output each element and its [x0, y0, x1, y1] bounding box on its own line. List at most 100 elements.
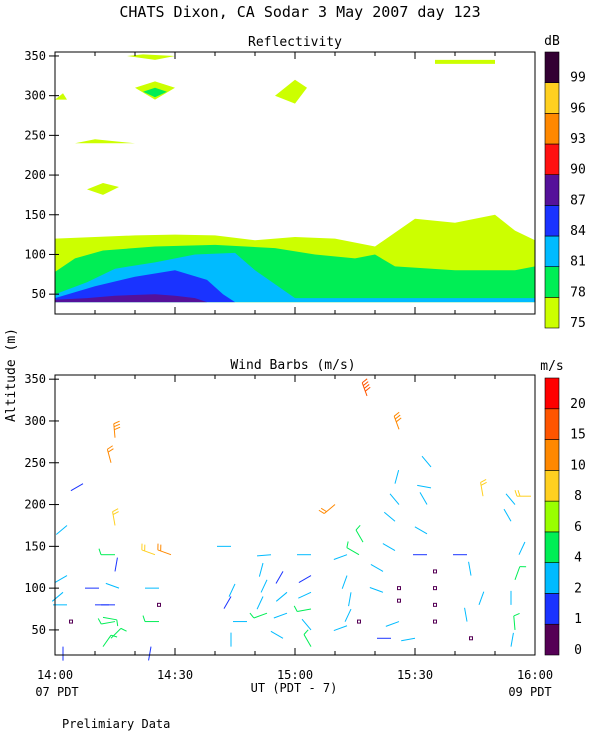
- colorbar-swatch: [544, 235, 560, 267]
- barb-shaft: [275, 591, 288, 602]
- wind-barb: [55, 525, 68, 535]
- colorbar-label: 75: [570, 316, 586, 331]
- colorbar-swatch: [544, 593, 560, 625]
- colorbar-label: 20: [570, 397, 586, 412]
- wind-barb: [357, 619, 361, 624]
- y-tick-label: 150: [24, 208, 46, 222]
- colorbar-swatch: [544, 174, 560, 206]
- footer-end-label: 09 PDT: [508, 685, 551, 699]
- wind-barb: [258, 562, 264, 577]
- wind-barb: [469, 636, 473, 641]
- wind-barb: [370, 563, 384, 572]
- colorbar-label: 99: [570, 71, 586, 86]
- colorbar-swatch: [544, 531, 560, 563]
- barb-shaft: [148, 646, 152, 661]
- barb-shaft: [348, 592, 352, 607]
- wind-barb: [514, 490, 531, 497]
- calm-marker: [397, 586, 401, 591]
- wind-barb: [102, 616, 119, 627]
- wind-barb: [478, 591, 485, 606]
- wind-barb: [141, 543, 156, 556]
- barb-feather: [114, 426, 121, 431]
- wind-barb: [102, 634, 118, 647]
- wind-barb: [114, 557, 118, 572]
- wind-barb: [518, 541, 526, 555]
- barb-shaft: [298, 575, 312, 584]
- wind-barb: [106, 445, 114, 463]
- barb-shaft: [369, 587, 384, 593]
- wind-barb: [97, 618, 116, 625]
- barb-feather: [113, 423, 121, 428]
- barb-shaft: [157, 549, 172, 556]
- colorbar-label: 87: [570, 193, 586, 208]
- barb-shaft: [382, 543, 396, 551]
- y-tick-label: 100: [24, 581, 46, 595]
- calm-marker: [397, 598, 401, 603]
- wind-barb: [275, 591, 288, 602]
- barb-feather: [293, 605, 298, 612]
- barb-shaft: [344, 608, 352, 622]
- wind-barb: [361, 378, 371, 397]
- reflectivity-region-84dB: [55, 270, 235, 303]
- y-tick-label: 300: [24, 414, 46, 428]
- barb-shaft: [394, 470, 400, 484]
- barb-shaft: [417, 484, 432, 489]
- wind-barb: [433, 602, 437, 607]
- barb-shaft: [51, 591, 64, 602]
- barb-feather: [480, 481, 487, 486]
- preliminary-note: Prelimiary Data: [62, 717, 170, 731]
- colorbar-swatch: [544, 408, 560, 440]
- colorbar-swatch: [544, 82, 560, 114]
- barb-shaft: [346, 547, 360, 556]
- barb-shaft: [510, 632, 514, 647]
- barb-shaft: [105, 582, 120, 589]
- colorbar-label: 78: [570, 285, 586, 300]
- calm-marker: [469, 636, 473, 641]
- wind-barb: [303, 629, 312, 647]
- colorbar-swatch: [544, 143, 560, 175]
- wind-barb: [505, 493, 516, 505]
- wind-barb: [301, 618, 312, 631]
- reflectivity-colorbar: 75 78 81 84 87 90 93 96 99: [544, 51, 586, 331]
- colorbar-label: 1: [574, 612, 582, 627]
- colorbar-label: 4: [574, 551, 582, 566]
- barb-feather: [320, 507, 327, 513]
- barb-shaft: [383, 511, 396, 522]
- colorbar-swatch: [544, 266, 560, 298]
- barb-shaft: [258, 562, 264, 577]
- colorbar-label: 8: [574, 489, 582, 504]
- barb-shaft: [333, 554, 348, 560]
- wind-barb: [401, 637, 416, 642]
- reflectivity-region-75dB: [275, 79, 307, 104]
- reflectivity-title: Reflectivity: [248, 35, 342, 50]
- barb-feather: [107, 445, 113, 450]
- barb-feather: [303, 629, 309, 635]
- barb-shaft: [505, 493, 516, 505]
- colorbar-swatch: [544, 470, 560, 502]
- wind-barb: [346, 541, 360, 556]
- barb-shaft: [303, 634, 312, 647]
- wind-barb: [257, 554, 272, 557]
- wind-barb: [110, 627, 127, 639]
- barb-feather: [112, 511, 119, 516]
- barb-shaft: [414, 526, 428, 535]
- wind-x-axis: 14:00 14:30 15:00 15:30 16:00: [37, 375, 553, 682]
- wind-barb: [394, 470, 400, 484]
- wind-barb: [419, 492, 428, 505]
- barb-feather: [113, 420, 120, 425]
- barb-feather: [346, 541, 349, 548]
- reflectivity-region-75dB: [435, 59, 495, 64]
- barb-feather: [142, 615, 146, 622]
- wind-barb: [382, 543, 396, 551]
- barb-feather: [517, 490, 521, 497]
- barb-shaft: [256, 596, 264, 610]
- barb-shaft: [464, 607, 468, 622]
- wind-barb: [389, 493, 400, 505]
- colorbar-label: 93: [570, 132, 586, 147]
- wind-frame: [54, 374, 536, 656]
- reflectivity-x-axis: [54, 52, 536, 314]
- barb-shaft: [468, 561, 472, 576]
- barb-shaft: [55, 525, 68, 535]
- reflectivity-contours: [55, 54, 535, 303]
